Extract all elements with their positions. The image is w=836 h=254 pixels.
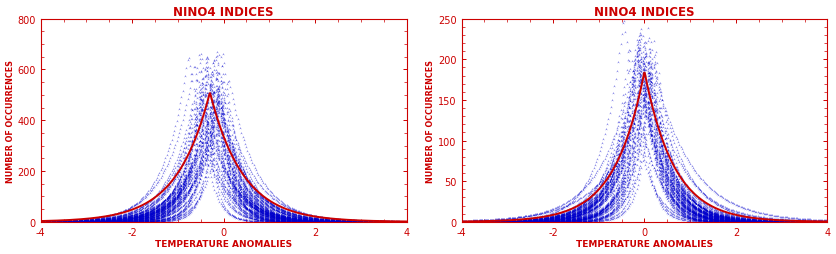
X-axis label: TEMPERATURE ANOMALIES: TEMPERATURE ANOMALIES (576, 240, 713, 248)
Title: NINO4 INDICES: NINO4 INDICES (173, 6, 274, 19)
X-axis label: TEMPERATURE ANOMALIES: TEMPERATURE ANOMALIES (155, 240, 292, 248)
Y-axis label: NUMBER OF OCCURRENCES: NUMBER OF OCCURRENCES (426, 59, 436, 182)
Title: NINO4 INDICES: NINO4 INDICES (594, 6, 695, 19)
Y-axis label: NUMBER OF OCCURRENCES: NUMBER OF OCCURRENCES (6, 59, 14, 182)
